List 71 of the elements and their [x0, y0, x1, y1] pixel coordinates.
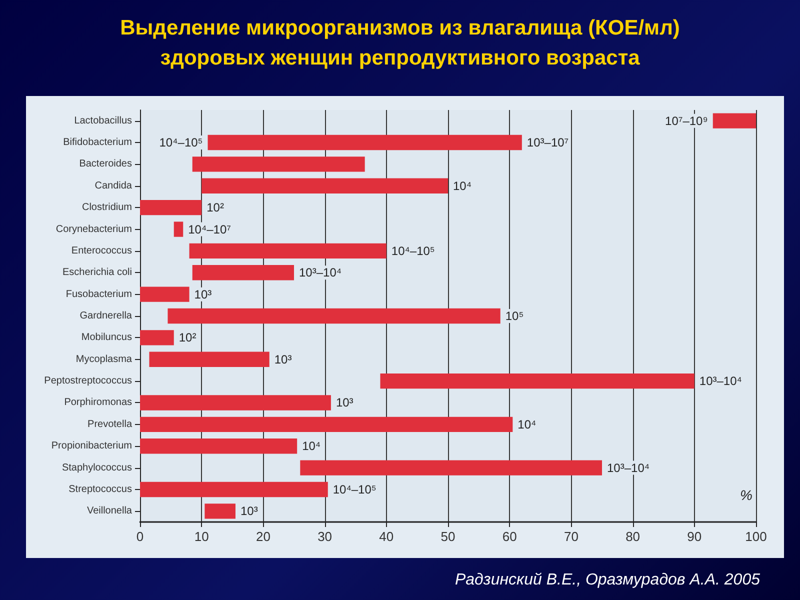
annotation: 10⁴–10⁵ — [159, 136, 203, 150]
annotation: 10⁴–10⁷ — [188, 222, 231, 236]
y-tick-label: Porphiromonas — [64, 397, 132, 408]
bar — [208, 134, 522, 150]
x-tick-label: 50 — [440, 529, 456, 544]
y-tick-label: Streptococcus — [68, 484, 132, 495]
bar — [712, 113, 756, 128]
y-tick-label: Mobiluncus — [81, 332, 132, 344]
y-tick-label: Prevotella — [88, 418, 132, 430]
x-tick-label: 40 — [379, 529, 394, 544]
y-tick-label: Peptostreptococcus — [44, 376, 132, 387]
y-tick-label: Corynebacterium — [56, 224, 132, 235]
x-tick-label: 0 — [136, 529, 144, 544]
bar — [192, 265, 294, 280]
annotation: 10⁴ — [518, 417, 536, 432]
y-tick-label: Staphylococcus — [62, 462, 132, 474]
annotation: 10³ — [336, 396, 354, 410]
y-tick-label: Propionibacterium — [51, 440, 132, 452]
bar — [140, 438, 298, 454]
annotation: 10⁵ — [505, 309, 524, 323]
bar — [204, 504, 236, 519]
y-tick-label: Enterococcus — [71, 245, 132, 256]
annotation: 10³–10⁴ — [299, 266, 342, 280]
chart-title: Выделение микроорганизмов из влагалища (КОЕ/мл) здоровых женщин репродуктивного возраста — [120, 16, 680, 70]
bar — [149, 352, 270, 367]
y-tick-label: Clostridium — [82, 202, 132, 214]
bar — [300, 460, 602, 476]
bar — [140, 482, 328, 498]
bar — [140, 395, 331, 410]
y-tick-label: Gardnerella — [80, 310, 132, 322]
annotation: 10³ — [194, 287, 212, 302]
x-axis-title: % — [740, 487, 752, 503]
bar — [189, 243, 386, 259]
x-tick-label: 100 — [745, 529, 767, 544]
annotation: 10⁴–10⁵ — [332, 482, 376, 496]
annotation: 10³ — [274, 352, 292, 366]
bar — [380, 373, 694, 389]
bar — [140, 330, 174, 346]
bar — [140, 416, 513, 432]
annotation: 10⁷–10⁹ — [665, 114, 708, 128]
x-tick-label: 10 — [194, 529, 209, 544]
bar — [202, 178, 448, 194]
x-tick-label: 30 — [318, 529, 332, 544]
y-tick-label: Bacteroides — [79, 158, 132, 170]
annotation: 10³ — [240, 504, 258, 518]
annotation: 10² — [178, 330, 196, 345]
x-tick-label: 70 — [564, 529, 578, 544]
bar — [174, 222, 184, 237]
bar — [168, 308, 500, 324]
annotation: 10³–10⁴ — [607, 460, 650, 475]
annotation: 10² — [206, 200, 224, 215]
annotation: 10⁴ — [302, 439, 321, 454]
y-tick-label: Mycoplasma — [76, 354, 132, 365]
bar — [192, 156, 365, 172]
annotation: 10³–10⁴ — [699, 374, 742, 388]
x-tick-label: 20 — [256, 529, 270, 544]
y-tick-label: Fusobacterium — [66, 288, 132, 300]
y-tick-label: Lactobacillus — [74, 115, 132, 126]
y-tick-label: Veillonella — [86, 506, 132, 517]
bar — [140, 286, 190, 302]
x-tick-label: 60 — [502, 529, 517, 544]
bar — [140, 200, 202, 216]
x-tick-label: 80 — [626, 529, 640, 544]
x-tick-label: 90 — [687, 529, 702, 544]
y-tick-label: Bifidobacterium — [63, 137, 132, 148]
text: Радзинский В.Е., Оразмурадов А.А. 2005 — [454, 572, 760, 588]
y-tick-label: Escherichia coli — [62, 267, 132, 278]
annotation: 10⁴ — [453, 178, 472, 193]
y-tick-label: Candida — [94, 180, 132, 192]
annotation: 10³–10⁷ — [526, 136, 569, 150]
annotation: 10⁴–10⁵ — [391, 244, 435, 258]
